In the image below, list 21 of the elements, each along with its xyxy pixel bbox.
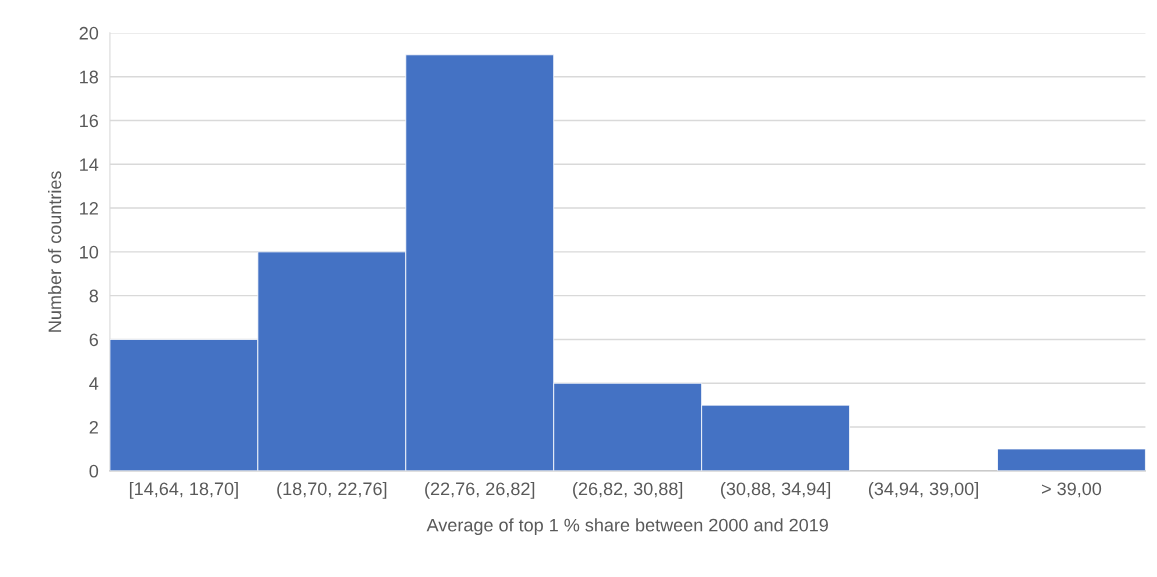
- y-tick-label: 12: [80, 202, 98, 215]
- y-tick-label: 14: [80, 158, 99, 171]
- y-tick-label: 2: [89, 420, 98, 434]
- x-tick-label: (30,88, 34,94]: [721, 481, 831, 499]
- y-tick-label: 6: [89, 333, 99, 347]
- y-tick-label: 4: [89, 377, 99, 390]
- x-tick-label: (26,82, 30,88]: [573, 481, 683, 499]
- x-tick-label: (34,94, 39,00]: [868, 481, 978, 499]
- y-tick-label: 0: [89, 464, 99, 478]
- y-tick-label: 20: [79, 26, 99, 40]
- y-tick-label: 8: [89, 289, 99, 303]
- x-tick-label: > 39,00: [1041, 482, 1102, 498]
- x-tick-label: (22,76, 26,82]: [425, 481, 535, 499]
- x-axis-title: Average of top 1 % share between 2000 and 2019: [426, 518, 828, 536]
- y-tick-label: 16: [80, 114, 99, 128]
- x-tick-label: [14,64, 18,70]: [129, 481, 238, 499]
- y-axis-title: Number of countries: [48, 171, 62, 332]
- x-tick-label: (18,70, 22,76]: [277, 481, 387, 499]
- bar: [997, 448, 1146, 471]
- y-tick-label: 10: [80, 245, 99, 259]
- y-tick-label: 18: [80, 70, 99, 84]
